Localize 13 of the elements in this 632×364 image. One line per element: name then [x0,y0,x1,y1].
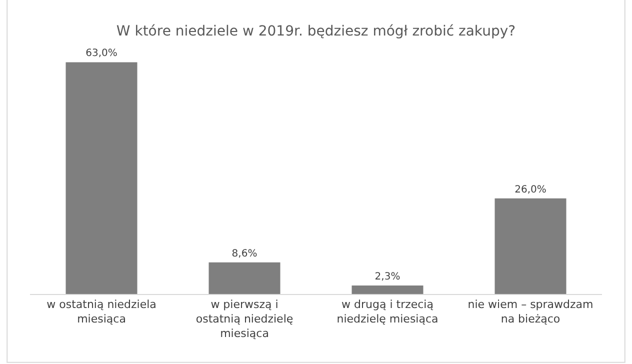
x-tick-label: w drugą i trzecią niedzielę miesiąca [336,298,438,326]
x-tick-label: nie wiem – sprawdzam na bieżąco [468,298,594,326]
bar [208,262,280,294]
data-label: 63,0% [86,48,118,60]
bar [66,62,138,294]
bar [352,286,424,294]
bar [494,198,566,294]
data-label: 26,0% [514,184,546,196]
chart-title: W które niedziele w 2019r. będziesz mógł zrobić zakupy? [116,23,516,40]
x-tick-label: w ostatnią niedziela miesiąca [46,298,156,326]
x-tick-label: w pierwszą i ostatnią niedzielę miesiąca [196,298,294,340]
data-label: 8,6% [232,248,258,260]
data-label: 2,3% [374,272,400,283]
